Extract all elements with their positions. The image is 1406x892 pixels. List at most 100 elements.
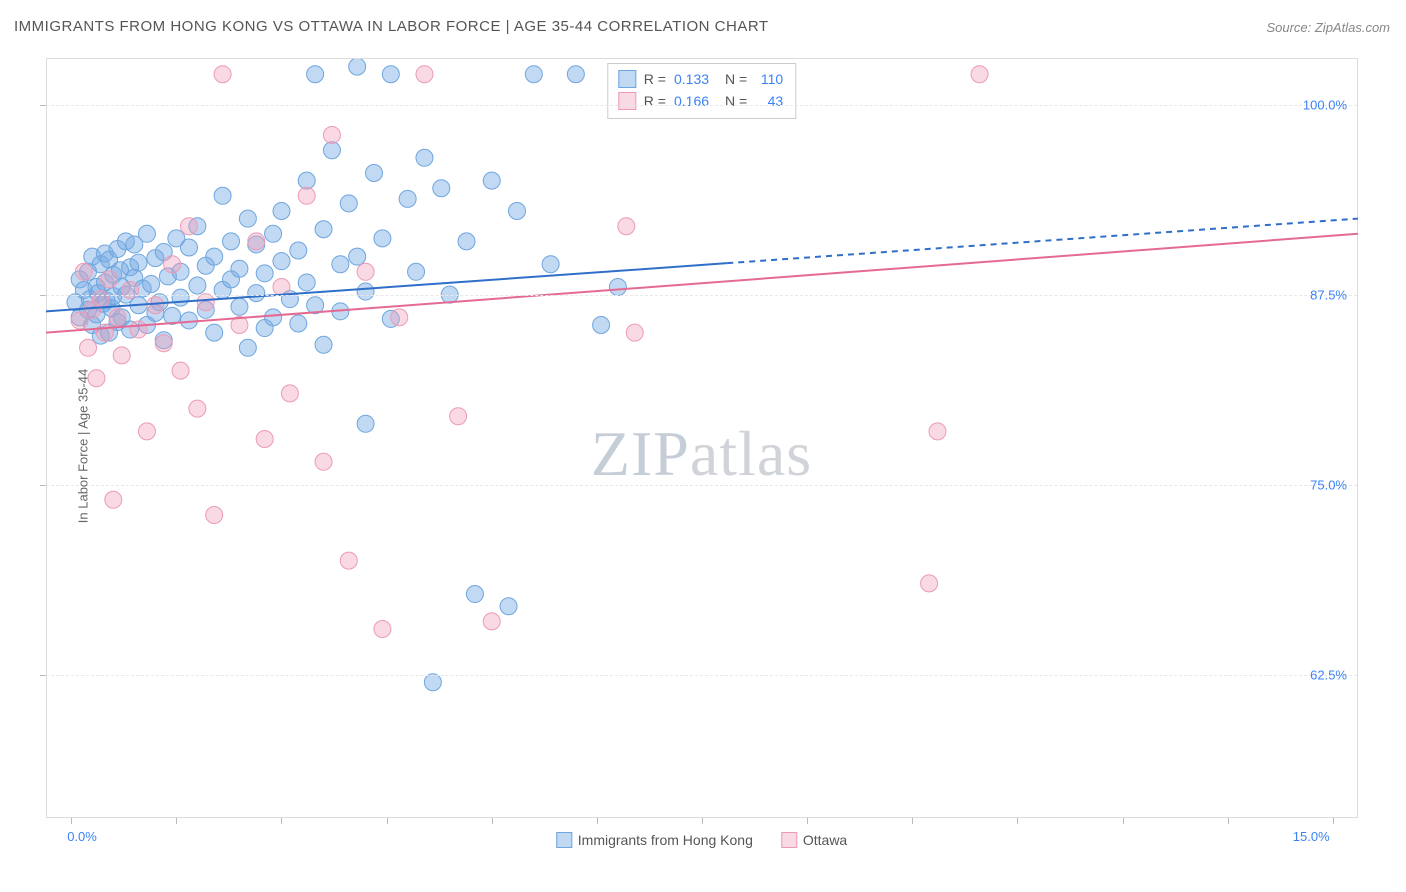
corr-n-label: N =	[725, 71, 747, 87]
scatter-point	[92, 291, 109, 308]
x-tick	[912, 818, 913, 824]
corr-r-value: 0.166	[674, 93, 709, 109]
scatter-point	[206, 324, 223, 341]
corr-r-label: R =	[644, 93, 666, 109]
scatter-point	[273, 279, 290, 296]
scatter-point	[130, 254, 147, 271]
scatter-point	[332, 256, 349, 273]
scatter-point	[214, 66, 231, 83]
legend-item: Ottawa	[781, 832, 847, 848]
y-tick	[40, 295, 46, 296]
scatter-point	[189, 400, 206, 417]
scatter-point	[525, 66, 542, 83]
correlation-legend-box: R =0.133N =110R =0.166N =43	[607, 63, 796, 119]
x-tick	[71, 818, 72, 824]
scatter-point	[340, 195, 357, 212]
scatter-point	[298, 172, 315, 189]
scatter-point	[231, 260, 248, 277]
legend-label: Immigrants from Hong Kong	[578, 832, 753, 848]
scatter-point	[206, 248, 223, 265]
correlation-row: R =0.166N =43	[618, 90, 783, 112]
scatter-point	[458, 233, 475, 250]
scatter-point	[130, 321, 147, 338]
y-tick	[40, 675, 46, 676]
scatter-point	[921, 575, 938, 592]
scatter-point	[164, 256, 181, 273]
scatter-point	[147, 297, 164, 314]
legend-swatch	[556, 832, 572, 848]
scatter-point	[374, 230, 391, 247]
scatter-point	[357, 263, 374, 280]
scatter-point	[618, 218, 635, 235]
corr-swatch	[618, 92, 636, 110]
scatter-point	[180, 218, 197, 235]
scatter-point	[382, 66, 399, 83]
x-tick	[492, 818, 493, 824]
scatter-point	[273, 203, 290, 220]
scatter-point	[223, 233, 240, 250]
scatter-point	[80, 339, 97, 356]
scatter-point	[138, 423, 155, 440]
scatter-point	[340, 552, 357, 569]
scatter-point	[483, 172, 500, 189]
scatter-point	[929, 423, 946, 440]
scatter-point	[189, 277, 206, 294]
y-tick-label: 62.5%	[1310, 667, 1347, 682]
scatter-point	[416, 149, 433, 166]
scatter-point	[298, 187, 315, 204]
scatter-point	[206, 507, 223, 524]
scatter-point	[197, 294, 214, 311]
gridline-h	[41, 295, 1357, 296]
x-tick	[1123, 818, 1124, 824]
scatter-point	[214, 187, 231, 204]
scatter-point	[567, 66, 584, 83]
scatter-point	[357, 283, 374, 300]
plot-area: ZIPatlas R =0.133N =110R =0.166N =43 Imm…	[46, 58, 1358, 818]
scatter-point	[180, 239, 197, 256]
scatter-point	[155, 335, 172, 352]
scatter-point	[307, 66, 324, 83]
trend-line-solid	[46, 234, 1358, 333]
scatter-point	[349, 248, 366, 265]
legend-item: Immigrants from Hong Kong	[556, 832, 753, 848]
x-tick	[387, 818, 388, 824]
scatter-point	[408, 263, 425, 280]
scatter-point	[315, 336, 332, 353]
scatter-point	[281, 385, 298, 402]
scatter-point	[143, 275, 160, 292]
scatter-point	[265, 309, 282, 326]
scatter-point	[349, 59, 366, 75]
scatter-point	[239, 339, 256, 356]
x-tick	[807, 818, 808, 824]
legend-swatch	[781, 832, 797, 848]
scatter-point	[416, 66, 433, 83]
x-tick	[1017, 818, 1018, 824]
scatter-point	[323, 142, 340, 159]
scatter-point	[75, 263, 92, 280]
x-tick	[597, 818, 598, 824]
x-tick	[1333, 818, 1334, 824]
gridline-h	[41, 105, 1357, 106]
scatter-point	[508, 203, 525, 220]
scatter-point	[113, 347, 130, 364]
corr-r-value: 0.133	[674, 71, 709, 87]
y-tick	[40, 105, 46, 106]
x-tick-label: 0.0%	[67, 829, 97, 844]
scatter-point	[138, 225, 155, 242]
scatter-point	[323, 127, 340, 144]
scatter-point	[971, 66, 988, 83]
corr-n-value: 110	[755, 71, 783, 87]
corr-n-value: 43	[755, 93, 783, 109]
y-tick-label: 87.5%	[1310, 287, 1347, 302]
scatter-point	[366, 165, 383, 182]
y-tick	[40, 485, 46, 486]
y-axis-label: In Labor Force | Age 35-44	[76, 369, 91, 523]
scatter-point	[248, 285, 265, 302]
scatter-point	[172, 362, 189, 379]
scatter-point	[256, 431, 273, 448]
source-attribution: Source: ZipAtlas.com	[1266, 20, 1390, 35]
scatter-point	[609, 279, 626, 296]
scatter-point	[96, 324, 113, 341]
scatter-point	[374, 621, 391, 638]
scatter-point	[483, 613, 500, 630]
